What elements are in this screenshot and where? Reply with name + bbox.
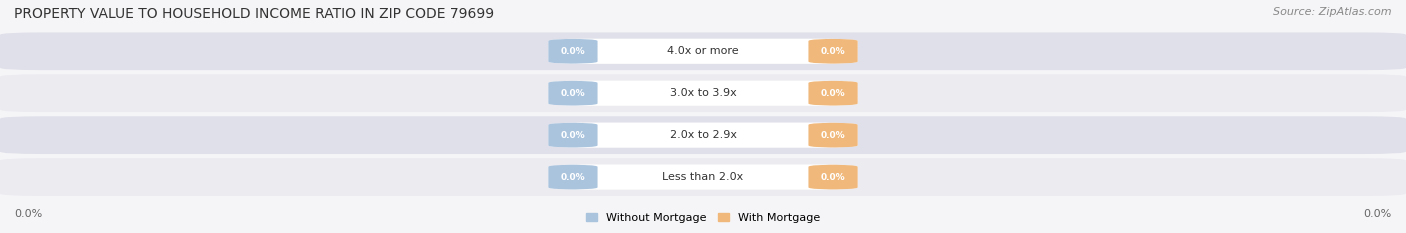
FancyBboxPatch shape <box>808 39 858 64</box>
FancyBboxPatch shape <box>548 164 598 190</box>
Text: Source: ZipAtlas.com: Source: ZipAtlas.com <box>1274 7 1392 17</box>
Text: 0.0%: 0.0% <box>1364 209 1392 219</box>
FancyBboxPatch shape <box>0 74 1406 112</box>
Text: 0.0%: 0.0% <box>821 47 845 56</box>
Text: 0.0%: 0.0% <box>821 173 845 182</box>
Text: 3.0x to 3.9x: 3.0x to 3.9x <box>669 88 737 98</box>
Legend: Without Mortgage, With Mortgage: Without Mortgage, With Mortgage <box>582 209 824 227</box>
Text: 0.0%: 0.0% <box>14 209 42 219</box>
Text: 2.0x to 2.9x: 2.0x to 2.9x <box>669 130 737 140</box>
FancyBboxPatch shape <box>548 39 598 64</box>
Text: 0.0%: 0.0% <box>561 131 585 140</box>
Text: 0.0%: 0.0% <box>561 173 585 182</box>
Text: 4.0x or more: 4.0x or more <box>668 46 738 56</box>
FancyBboxPatch shape <box>548 123 858 148</box>
Text: Less than 2.0x: Less than 2.0x <box>662 172 744 182</box>
FancyBboxPatch shape <box>548 39 858 64</box>
FancyBboxPatch shape <box>0 32 1406 70</box>
FancyBboxPatch shape <box>548 123 598 148</box>
FancyBboxPatch shape <box>0 116 1406 154</box>
Text: PROPERTY VALUE TO HOUSEHOLD INCOME RATIO IN ZIP CODE 79699: PROPERTY VALUE TO HOUSEHOLD INCOME RATIO… <box>14 7 494 21</box>
FancyBboxPatch shape <box>548 164 858 190</box>
FancyBboxPatch shape <box>548 81 858 106</box>
Text: 0.0%: 0.0% <box>821 89 845 98</box>
Text: 0.0%: 0.0% <box>561 47 585 56</box>
FancyBboxPatch shape <box>808 164 858 190</box>
FancyBboxPatch shape <box>548 81 598 106</box>
Text: 0.0%: 0.0% <box>821 131 845 140</box>
Text: 0.0%: 0.0% <box>561 89 585 98</box>
FancyBboxPatch shape <box>808 123 858 148</box>
FancyBboxPatch shape <box>0 158 1406 196</box>
FancyBboxPatch shape <box>808 81 858 106</box>
